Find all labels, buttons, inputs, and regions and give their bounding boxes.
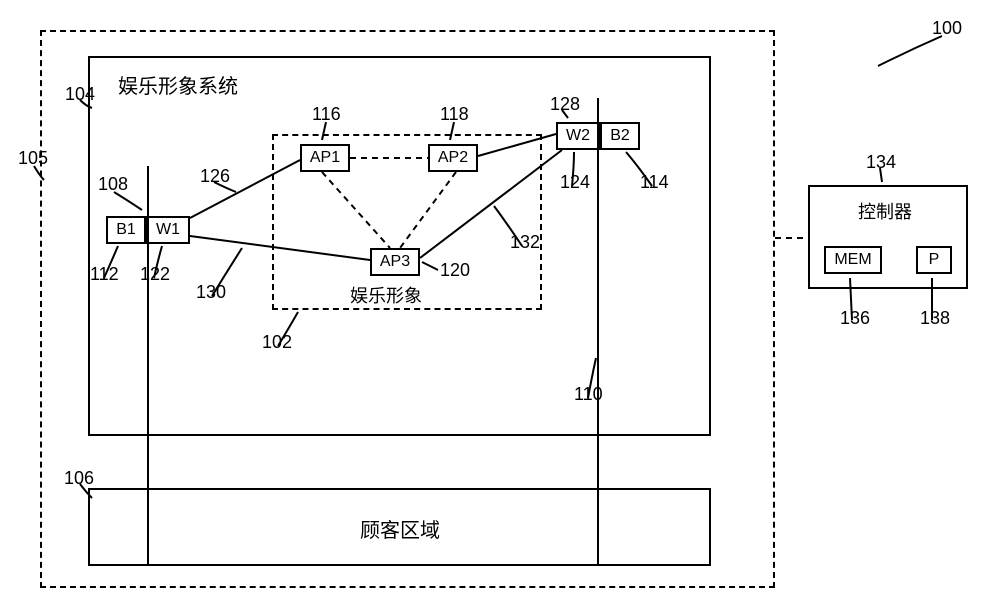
- ref-108: 108: [98, 174, 128, 195]
- ref-122: 122: [140, 264, 170, 285]
- ref-114: 114: [640, 172, 669, 193]
- ref-100: 100: [932, 18, 962, 39]
- ref-124: 124: [560, 172, 590, 193]
- ref-116: 116: [312, 104, 341, 125]
- ref-134: 134: [866, 152, 896, 173]
- ref-105: 105: [18, 148, 48, 169]
- ref-128: 128: [550, 94, 580, 115]
- ref-104: 104: [65, 84, 95, 105]
- ref-136: 136: [840, 308, 870, 329]
- ref-110: 110: [574, 384, 603, 405]
- ref-130: 130: [196, 282, 226, 303]
- ref-106: 106: [64, 468, 94, 489]
- ref-120: 120: [440, 260, 470, 281]
- ref-138: 138: [920, 308, 950, 329]
- ref-118: 118: [440, 104, 469, 125]
- ref-112: 112: [90, 264, 119, 285]
- diagram-canvas: 娱乐形象系统 娱乐形象 顾客区域 控制器 B1 W1 W2 B2 AP1 AP2…: [0, 0, 1000, 616]
- ref-132: 132: [510, 232, 540, 253]
- ref-102: 102: [262, 332, 292, 353]
- ref-126: 126: [200, 166, 230, 187]
